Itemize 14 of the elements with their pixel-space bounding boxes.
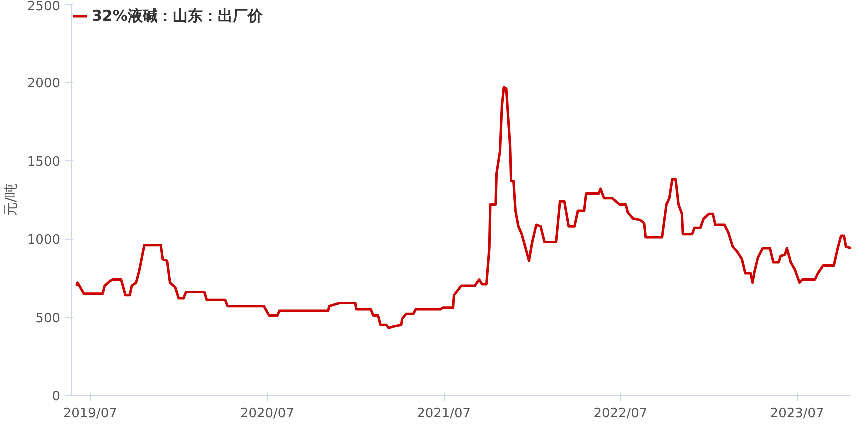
- text: 32%液碱：山东：出厂价: [92, 6, 263, 26]
- line-series: [76, 86, 852, 330]
- y-tick-label: 2000: [27, 76, 61, 92]
- x-tick-label: 2019/07: [63, 406, 118, 422]
- y-tick-label: 500: [36, 311, 61, 326]
- x-tick-label: 2021/07: [417, 406, 472, 422]
- x-tick-label: 2022/07: [594, 406, 648, 422]
- y-tick-label: 0: [52, 390, 61, 404]
- y-tick-label: 1000: [27, 233, 61, 248]
- y-tick-label: 2500: [27, 0, 61, 14]
- x-tick-label: 2023/07: [770, 406, 824, 422]
- y-axis-title: 元/吨: [3, 184, 20, 216]
- x-tick-label: 2020/07: [240, 406, 294, 422]
- y-tick-label: 1500: [27, 154, 61, 170]
